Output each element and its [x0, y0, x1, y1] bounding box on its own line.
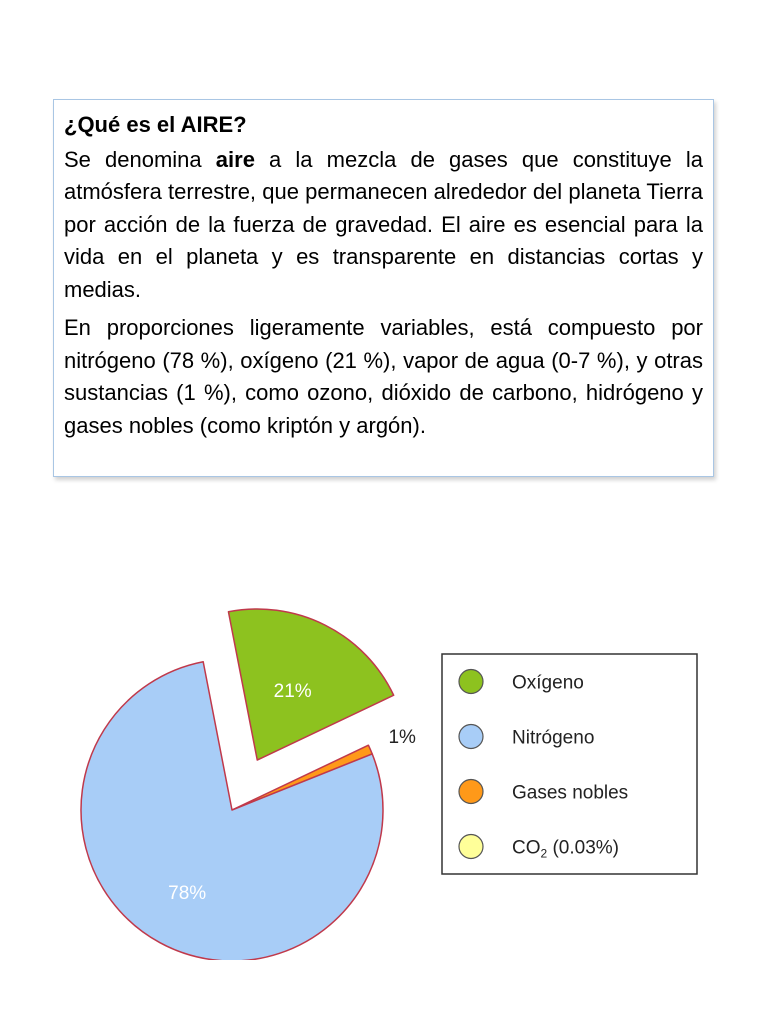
legend-label-1: Nitrógeno: [512, 728, 594, 749]
slice-label-1: 1%: [388, 727, 416, 748]
slice-label-0: 21%: [274, 681, 312, 702]
air-composition-chart: 21% 1% 78% Oxígeno Nitrógeno Gases nobles CO2 …: [0, 520, 768, 962]
pie-slice-2: [80, 661, 384, 962]
paragraph-definition-rest: a la mezcla de gases que constituye la a…: [64, 146, 703, 302]
pie-slice-0: [227, 608, 395, 761]
legend-marker-2: [458, 778, 484, 805]
legend-box: [441, 653, 698, 875]
legend-label-0: Oxígeno: [512, 673, 584, 694]
paragraph-definition-start: Se denomina: [64, 146, 216, 172]
paragraph-composition: En proporciones ligeramente variables, e…: [64, 315, 703, 438]
paragraph-definition: Se denomina aire a la mezcla de gases qu…: [64, 144, 703, 307]
legend-marker-0: [458, 668, 484, 695]
pie-chart-svg: 21% 1% 78% Oxígeno Nitrógeno Gases nobles CO2 …: [80, 608, 698, 962]
legend-label-2: Gases nobles: [512, 783, 628, 804]
term-aire: aire: [215, 146, 255, 172]
textbox-heading: ¿Qué es el AIRE?: [64, 112, 247, 137]
legend-marker-1: [458, 723, 484, 750]
legend-marker-3: [458, 833, 484, 860]
slice-label-2: 78%: [168, 883, 206, 904]
definition-textbox: ¿Qué es el AIRE? Se denomina aire a la m…: [53, 99, 714, 477]
legend-label-3: CO2 (0.03%): [512, 838, 619, 861]
